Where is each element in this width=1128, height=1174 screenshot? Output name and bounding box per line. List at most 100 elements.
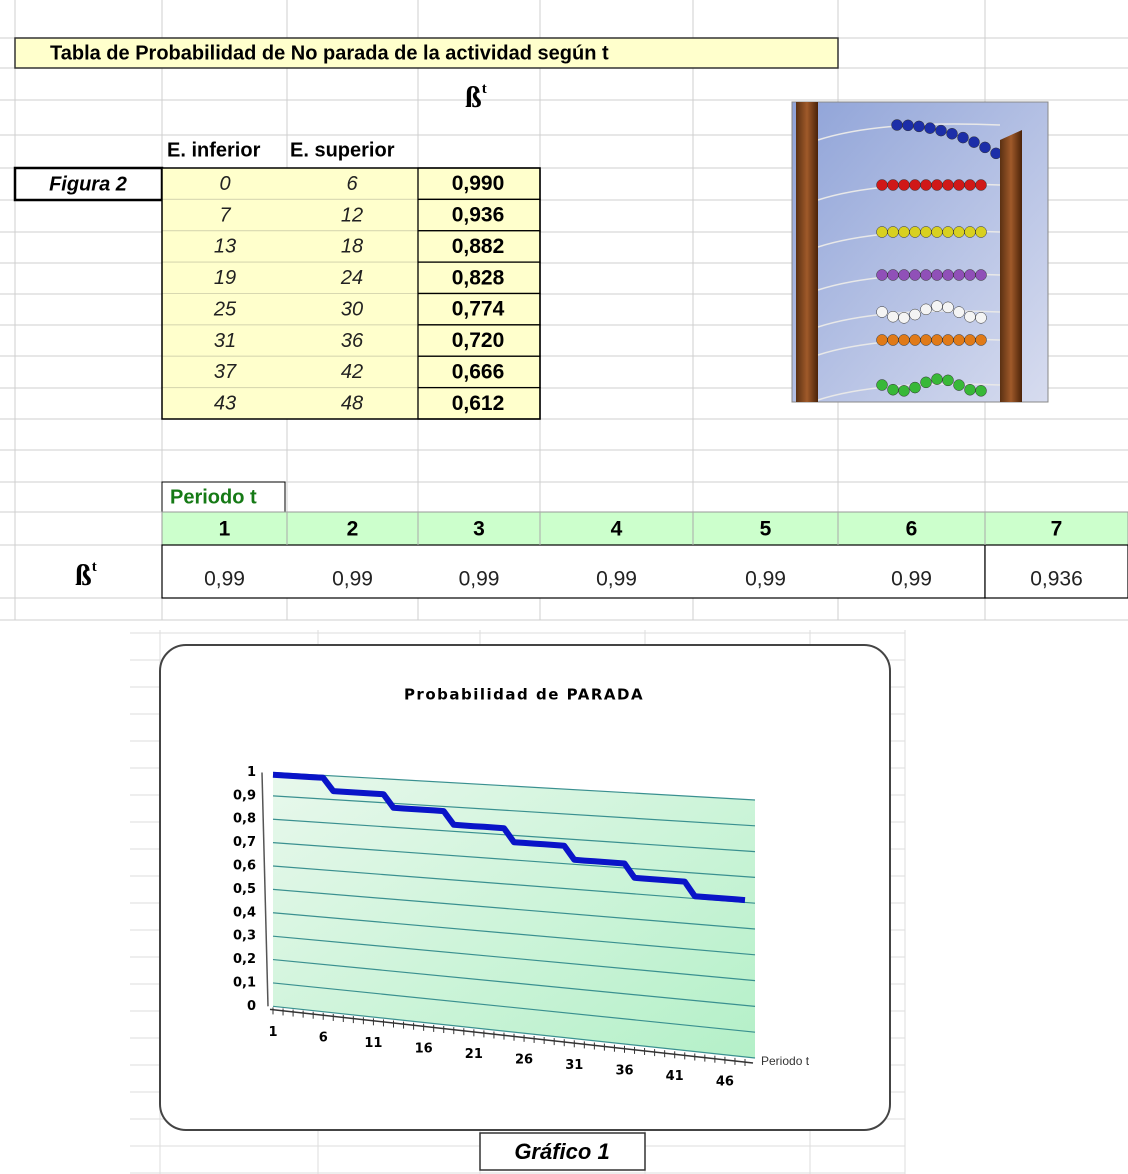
bead bbox=[954, 180, 965, 191]
y-tick-label: 0,2 bbox=[233, 952, 256, 967]
beta-header: ßt bbox=[465, 81, 487, 114]
x-tick-label: 6 bbox=[319, 1030, 328, 1045]
interval-bound: 37 bbox=[214, 361, 237, 383]
y-tick-label: 0,8 bbox=[233, 812, 256, 827]
period-header: 5 bbox=[760, 518, 772, 541]
bead bbox=[954, 380, 965, 391]
beta-row-label: ßt bbox=[75, 559, 97, 592]
bead bbox=[888, 311, 899, 322]
bead bbox=[932, 270, 943, 281]
bead bbox=[910, 309, 921, 320]
bead bbox=[954, 270, 965, 281]
period-header: 6 bbox=[906, 518, 918, 541]
y-tick-label: 0,6 bbox=[233, 859, 256, 874]
interval-bound: 30 bbox=[341, 298, 363, 320]
bead bbox=[910, 270, 921, 281]
interval-bound: 19 bbox=[214, 267, 236, 289]
x-tick-label: 31 bbox=[565, 1058, 583, 1073]
probability: 0,774 bbox=[452, 298, 505, 321]
interval-bound: 31 bbox=[214, 330, 236, 352]
bead bbox=[947, 128, 958, 139]
interval-bound: 6 bbox=[346, 173, 358, 195]
interval-bound: 12 bbox=[341, 204, 363, 226]
bead bbox=[976, 270, 987, 281]
post bbox=[1000, 130, 1022, 402]
bead bbox=[877, 180, 888, 191]
bead bbox=[932, 227, 943, 238]
bead bbox=[976, 385, 987, 396]
period-header: 2 bbox=[347, 518, 359, 541]
bead bbox=[910, 227, 921, 238]
bead bbox=[921, 227, 932, 238]
x-tick-label: 41 bbox=[666, 1069, 684, 1084]
row-fill bbox=[162, 388, 418, 419]
period-value: 0,99 bbox=[204, 568, 245, 591]
period-value: 0,99 bbox=[332, 568, 373, 591]
abacus-image bbox=[792, 102, 1048, 402]
period-header-row bbox=[162, 512, 1128, 545]
y-tick-label: 0,7 bbox=[233, 835, 256, 850]
period-header: 7 bbox=[1051, 518, 1063, 541]
x-tick-label: 26 bbox=[515, 1052, 533, 1067]
bead bbox=[965, 311, 976, 322]
bead bbox=[958, 132, 969, 143]
bead bbox=[954, 335, 965, 346]
interval-bound: 13 bbox=[214, 236, 236, 258]
column-header: E. superior bbox=[290, 139, 395, 161]
bead bbox=[965, 227, 976, 238]
x-tick-label: 46 bbox=[716, 1074, 734, 1089]
period-values-row bbox=[162, 545, 985, 598]
bead bbox=[888, 335, 899, 346]
bead bbox=[980, 142, 991, 153]
bead bbox=[888, 227, 899, 238]
period-header: 1 bbox=[219, 518, 231, 541]
interval-bound: 7 bbox=[219, 204, 231, 226]
probability: 0,612 bbox=[452, 392, 505, 415]
bead bbox=[888, 180, 899, 191]
period-label: Periodo t bbox=[170, 486, 257, 508]
post bbox=[796, 102, 818, 402]
period-value: 0,99 bbox=[745, 568, 786, 591]
row-fill bbox=[162, 356, 418, 387]
y-tick-label: 0,1 bbox=[233, 975, 256, 990]
y-tick-label: 0,5 bbox=[233, 882, 256, 897]
probability: 0,828 bbox=[452, 266, 505, 289]
y-tick-label: 0 bbox=[247, 999, 256, 1014]
interval-bound: 25 bbox=[213, 298, 237, 320]
row-fill bbox=[162, 262, 418, 293]
bead bbox=[932, 180, 943, 191]
period-value: 0,99 bbox=[891, 568, 932, 591]
y-tick-label: 1 bbox=[247, 765, 256, 780]
period-value: 0,99 bbox=[596, 568, 637, 591]
y-tick-label: 0,3 bbox=[233, 929, 256, 944]
bead bbox=[921, 180, 932, 191]
probability: 0,666 bbox=[452, 360, 505, 383]
bead bbox=[965, 384, 976, 395]
x-tick-label: 11 bbox=[364, 1036, 382, 1051]
bead bbox=[954, 307, 965, 318]
bead bbox=[943, 375, 954, 386]
chart-title: Probabilidad de PARADA bbox=[404, 686, 644, 704]
bead bbox=[877, 270, 888, 281]
bead bbox=[903, 120, 914, 131]
probability: 0,720 bbox=[452, 329, 505, 352]
probability: 0,936 bbox=[452, 204, 505, 227]
interval-bound: 18 bbox=[341, 236, 363, 258]
x-tick-label: 21 bbox=[465, 1047, 483, 1062]
interval-bound: 36 bbox=[341, 330, 364, 352]
interval-bound: 0 bbox=[219, 173, 230, 195]
period-header: 3 bbox=[473, 518, 485, 541]
bead bbox=[976, 335, 987, 346]
chart-caption: Gráfico 1 bbox=[514, 1139, 609, 1164]
row-fill bbox=[162, 231, 418, 262]
bead bbox=[877, 307, 888, 318]
row-fill bbox=[162, 168, 418, 199]
beta-base: ß bbox=[75, 559, 92, 592]
bead bbox=[943, 335, 954, 346]
interval-bound: 42 bbox=[341, 361, 363, 383]
x-axis-label: Periodo t bbox=[761, 1054, 810, 1068]
bead bbox=[965, 270, 976, 281]
row-fill bbox=[162, 294, 418, 325]
bead bbox=[888, 270, 899, 281]
